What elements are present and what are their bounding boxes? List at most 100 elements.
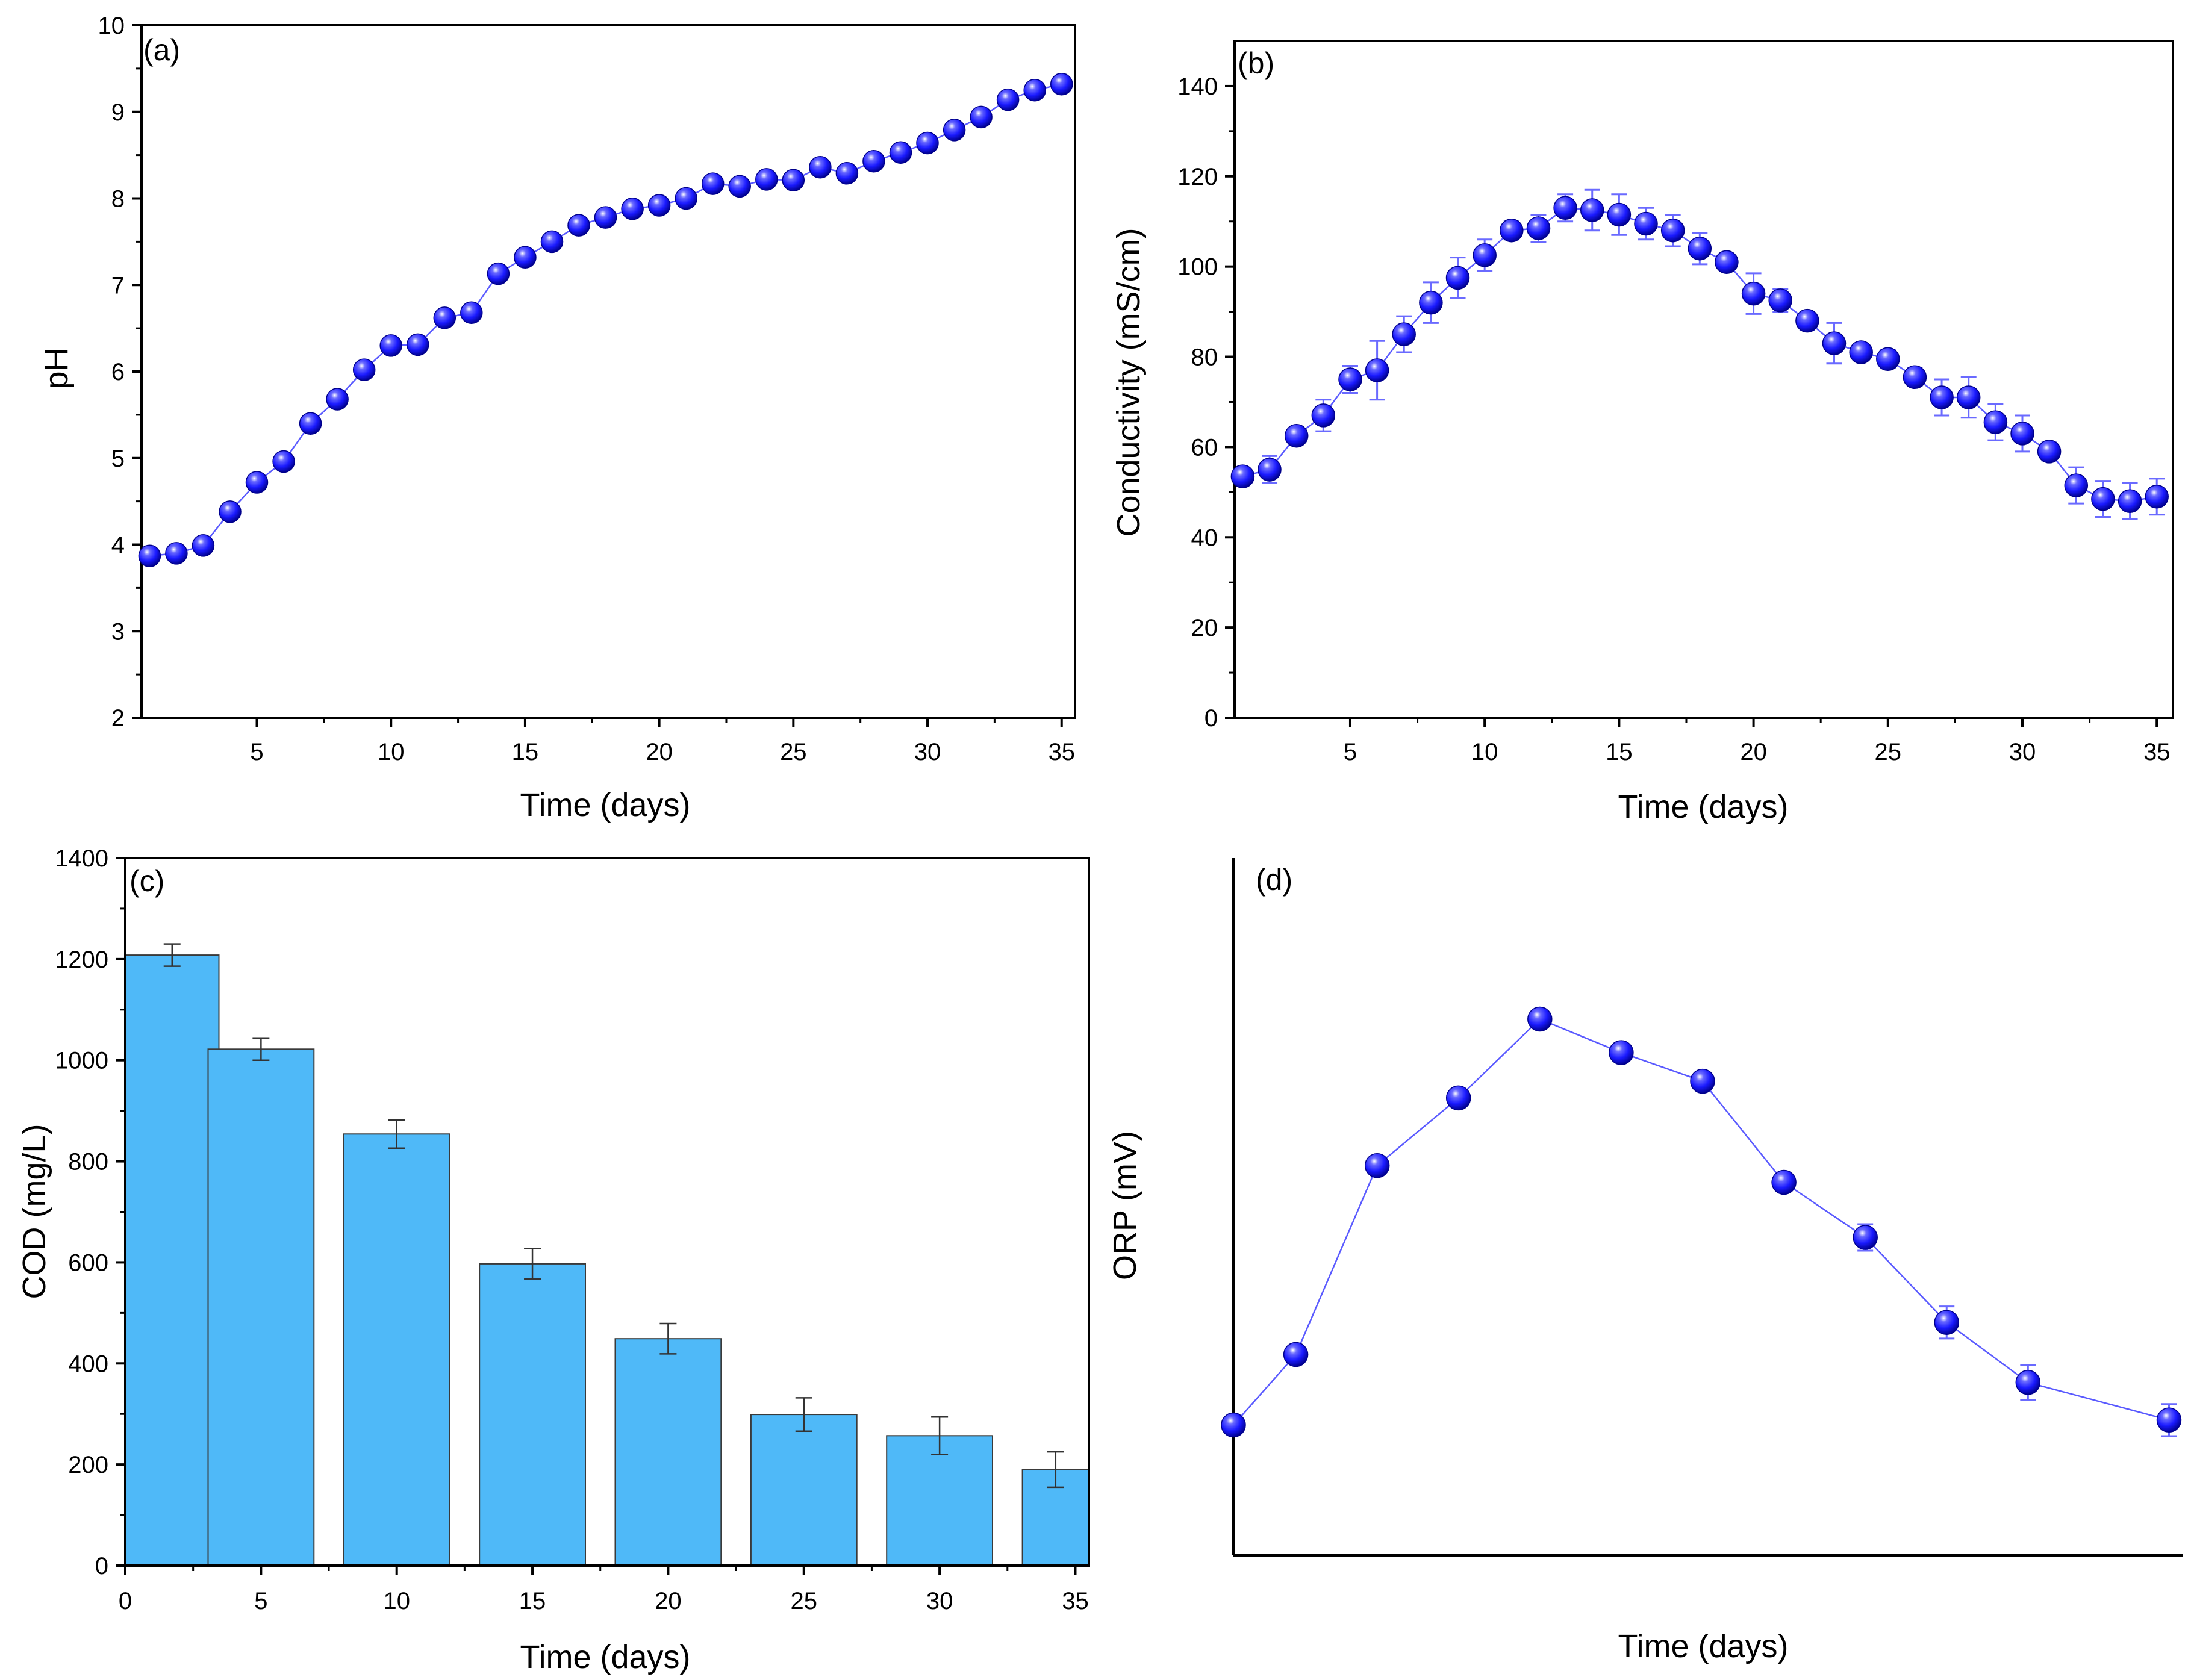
panel-d-label: (d) (1256, 863, 1292, 897)
panel-c-y-tick-label: 1400 (55, 845, 108, 872)
panel-a-data-point (487, 262, 510, 285)
panel-b-y-tick-label: 60 (1191, 434, 1218, 461)
panel-b-x-tick-label: 5 (1344, 739, 1357, 765)
panel-a-data-point (916, 131, 939, 155)
panel-b-data-point (1284, 423, 1309, 448)
panel-b-y-axis-title: Conductivity (mS/cm) (1111, 228, 1147, 537)
panel-c-error-bar (795, 1397, 812, 1432)
panel-a-y-tick-label: 7 (111, 272, 125, 299)
panel-a-x-tick-label: 25 (780, 739, 807, 765)
panel-a-y-tick-label: 6 (111, 359, 125, 385)
panel-a-label: (a) (143, 33, 180, 67)
panel-b-data-point (2010, 422, 2034, 446)
panel-b-data-point (2091, 487, 2115, 511)
panel-a-data-point (379, 334, 402, 357)
panel-a-data-point (970, 105, 993, 129)
panel-b-data-point (1365, 358, 1389, 382)
panel-a-data-point (219, 500, 242, 523)
panel-a-data-point (755, 168, 778, 191)
panel-a-data-point (567, 214, 590, 237)
panel-c-bar (207, 1048, 315, 1567)
panel-b-x-axis-title: Time (days) (1618, 789, 1788, 825)
panel-c-y-tick-label: 400 (68, 1351, 108, 1377)
panel-c-x-tick-label: 5 (254, 1588, 267, 1614)
panel-a-data-point (299, 412, 322, 435)
panel-a-data-point (460, 301, 483, 325)
panel-a-data-point (540, 230, 564, 254)
panel-d-data-point (1283, 1342, 1309, 1367)
panel-b-conductivity: (b) 5 10 15 20 25 30 35 0 20 40 60 80 100 120 140 Time… (1111, 40, 2174, 825)
panel-a-x-tick-label: 35 (1048, 739, 1075, 765)
panel-c-x-tick-label: 20 (655, 1588, 682, 1614)
panel-a-data-point (165, 542, 188, 565)
panel-a-x-tick-label: 20 (646, 739, 673, 765)
panel-b-data-point (1983, 410, 2008, 434)
panel-b-data-point (1553, 196, 1577, 220)
panel-c-x-tick-label: 35 (1062, 1588, 1089, 1614)
panel-b-data-point (1392, 322, 1416, 346)
panel-c-y-axis-title: COD (mg/L) (16, 1124, 52, 1299)
panel-c-bar (750, 1414, 858, 1567)
panel-b-y-tick-label: 80 (1191, 344, 1218, 371)
panel-a-data-point (192, 534, 215, 557)
panel-c-cod: (c) 0 5 10 15 20 25 30 35 0 200 400 600 800 1000 1200 1… (16, 845, 1090, 1675)
panel-c-x-tick-label: 30 (926, 1588, 953, 1614)
panel-d-y-axis-title: ORP (mV) (1107, 1131, 1143, 1280)
panel-a-data-point (352, 358, 376, 381)
panel-a-data-point (782, 169, 805, 192)
panel-a-plot-area: 5 10 15 20 25 30 35 2 3 4 5 6 7 8 9 10 (98, 13, 1076, 765)
panel-c-x-tick-label: 15 (519, 1588, 546, 1614)
panel-b-x-tick-label: 30 (2009, 739, 2036, 765)
panel-a-y-tick-label: 3 (111, 618, 125, 645)
panel-a-data-point (1050, 73, 1073, 96)
panel-a-y-tick-label: 10 (98, 13, 125, 39)
panel-b-data-point (1526, 216, 1551, 240)
panel-b-data-point (2037, 440, 2062, 464)
panel-d-data-point (1221, 1412, 1246, 1438)
panel-c-error-bar (388, 1119, 405, 1149)
panel-a-data-point (889, 141, 912, 164)
panel-c-error-bar (1047, 1451, 1064, 1489)
panel-d-data-point (1690, 1068, 1715, 1094)
panel-a-series-line (149, 83, 1062, 557)
panel-b-data-point (1445, 266, 1470, 290)
panel-d-data-point (2015, 1370, 2041, 1395)
panel-b-data-point (1500, 218, 1524, 243)
panel-a-data-point (647, 194, 671, 217)
panel-d-data-point (1527, 1006, 1553, 1032)
panel-a-data-point (996, 88, 1020, 111)
panel-d-data-point (1445, 1085, 1471, 1111)
panel-b-data-point (1741, 281, 1766, 306)
panel-c-bar (886, 1435, 993, 1567)
panel-b-data-point (1607, 202, 1632, 227)
panel-b-data-point (1258, 458, 1282, 482)
panel-b-x-tick-label: 25 (1875, 739, 1902, 765)
panel-c-bar (125, 954, 220, 1566)
panel-b-data-point (1419, 290, 1443, 315)
panel-c-x-tick-label: 0 (119, 1588, 132, 1614)
panel-d-orp: (d) Time (days) ORP (mV) (1107, 858, 2183, 1664)
panel-d-series-line (1233, 1018, 2169, 1426)
panel-b-x-tick-label: 35 (2143, 739, 2171, 765)
panel-a-x-axis-title: Time (days) (520, 787, 690, 823)
panel-d-plot-area (1221, 858, 2183, 1557)
panel-c-bar (479, 1263, 587, 1566)
panel-a-data-point (326, 388, 349, 411)
panel-a-data-point (407, 333, 429, 356)
panel-a-x-tick-label: 10 (378, 739, 405, 765)
panel-b-data-point (1311, 403, 1336, 428)
panel-b-data-point (1822, 331, 1847, 355)
panel-a-y-tick-label: 2 (111, 705, 125, 732)
panel-a-x-tick-label: 15 (512, 739, 539, 765)
panel-c-plot-area: 0 5 10 15 20 25 30 35 0 200 400 600 800 1000 1200 1400 (55, 845, 1090, 1614)
panel-b-data-point (2118, 489, 2142, 514)
panel-d-data-point (1853, 1225, 1878, 1250)
panel-b-data-point (1876, 347, 1900, 372)
panel-b-x-tick-label: 15 (1606, 739, 1633, 765)
panel-b-y-tick-label: 140 (1177, 73, 1218, 100)
panel-c-y-tick-label: 1200 (55, 947, 108, 973)
panel-b-data-point (1688, 236, 1712, 261)
panel-c-y-tick-label: 0 (95, 1553, 108, 1579)
panel-a-data-point (701, 172, 725, 195)
